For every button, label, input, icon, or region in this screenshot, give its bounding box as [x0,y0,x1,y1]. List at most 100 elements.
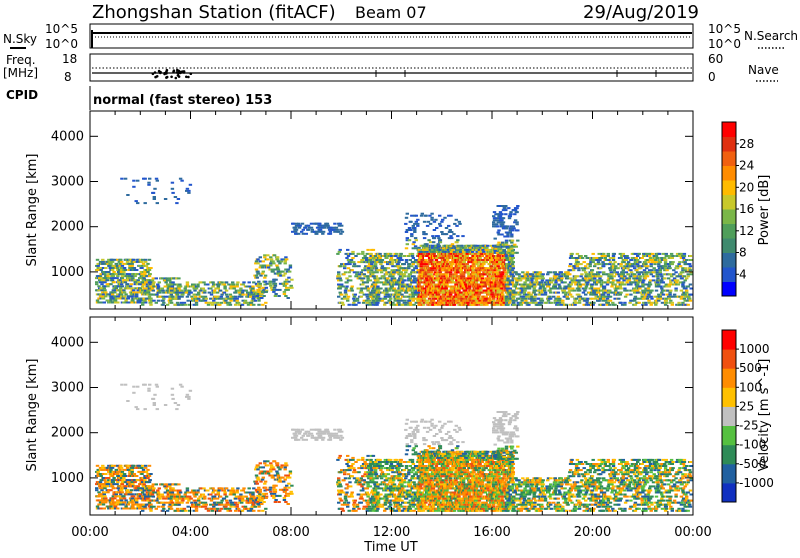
power-cell [522,286,525,288]
power-cell [428,286,431,288]
power-cell [598,259,601,261]
power-cell [217,286,220,288]
power-cell [339,265,342,267]
power-cell [219,290,222,292]
power-cell [204,296,207,298]
power-cell [577,294,580,296]
power-cell [602,273,605,275]
power-cell [464,247,467,249]
power-cell [393,277,396,279]
power-cell [100,283,103,285]
power-cell [287,277,290,279]
power-cell [494,248,497,250]
power-cell [197,298,200,300]
power-cell [503,246,506,248]
power-cell [531,273,534,275]
power-cell [170,294,173,296]
power-cell [351,257,354,259]
power-cell [362,277,365,279]
power-cell [229,300,232,302]
power-cell [261,273,264,275]
power-cell [613,275,616,277]
power-cell [601,255,604,257]
power-cell [397,290,400,292]
power-cell [595,259,598,261]
power-cell [390,257,393,259]
power-cell [118,279,121,281]
power-cell [590,286,593,288]
power-cell [157,300,160,302]
power-cell [284,295,287,297]
power-cell [485,257,488,259]
power-cell [492,298,495,300]
power-cell [610,277,613,279]
power-cell [411,292,414,294]
power-cell [400,253,403,255]
power-cell [422,304,425,306]
power-cell [612,259,615,261]
nsky-panel-frame [90,24,693,48]
power-cell [128,277,131,279]
power-cell [650,265,653,267]
power-cell [646,284,649,286]
power-cell [360,261,363,263]
power-cell [518,294,521,296]
power-cell [554,271,557,273]
power-cell [339,229,342,231]
power-cell [514,300,517,302]
power-cell [570,284,573,286]
power-cell [292,223,295,225]
power-cell [131,295,134,297]
power-cell [247,304,250,306]
power-cell [619,292,622,294]
power-cell [263,265,266,267]
power-cell [261,304,264,306]
power-cell [499,250,502,252]
power-cell [622,269,625,271]
power-cell [101,295,104,297]
power-cell [146,290,149,292]
power-cell [548,296,551,298]
power-cell [216,292,219,294]
power-cell [417,292,420,294]
power-cell [299,225,302,227]
power-cell [206,284,209,286]
power-cell [408,300,411,302]
power-cell [645,267,648,269]
power-cell [647,288,650,290]
power-cell [573,300,576,302]
power-cell [627,261,630,263]
power-cell [109,267,112,269]
power-cell [550,302,553,304]
power-cell [376,286,379,288]
power-cell [548,290,551,292]
power-cell [269,262,272,264]
power-cell [124,281,127,283]
power-cell [552,296,555,298]
power-cell [378,257,381,259]
power-cell [630,259,633,261]
power-cell [342,304,345,306]
power-cell [371,290,374,292]
power-cell [597,292,600,294]
power-cell [445,273,448,275]
power-cell [517,273,520,275]
power-cell [481,255,484,257]
power-cell [256,271,259,273]
power-cell [173,284,176,286]
power-cell [623,304,626,306]
power-cell [149,273,152,275]
power-cell [475,279,478,281]
power-cell [641,271,644,273]
power-cell [161,290,164,292]
power-cell [473,298,476,300]
power-cell [220,281,223,283]
power-cell [403,255,406,257]
power-cell [610,275,613,277]
power-cell [359,277,362,279]
power-cell [566,275,569,277]
power-cell [584,294,587,296]
power-cell [357,302,360,304]
power-cell [637,298,640,300]
power-cell [266,258,269,260]
